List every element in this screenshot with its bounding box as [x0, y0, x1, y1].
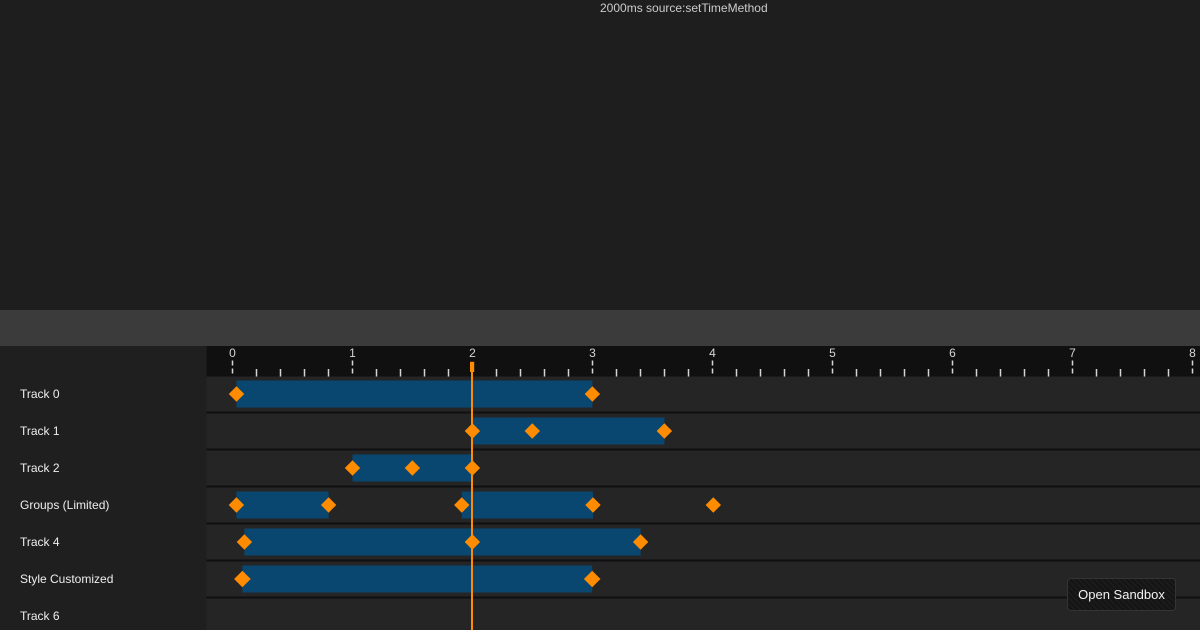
- svg-text:7: 7: [1069, 346, 1076, 360]
- svg-text:3: 3: [589, 346, 596, 360]
- svg-text:8: 8: [1189, 346, 1196, 360]
- svg-text:1: 1: [349, 346, 356, 360]
- svg-text:6: 6: [949, 346, 956, 360]
- svg-text:5: 5: [829, 346, 836, 360]
- svg-text:0: 0: [229, 346, 236, 360]
- svg-text:4: 4: [709, 346, 716, 360]
- svg-text:2: 2: [469, 346, 476, 360]
